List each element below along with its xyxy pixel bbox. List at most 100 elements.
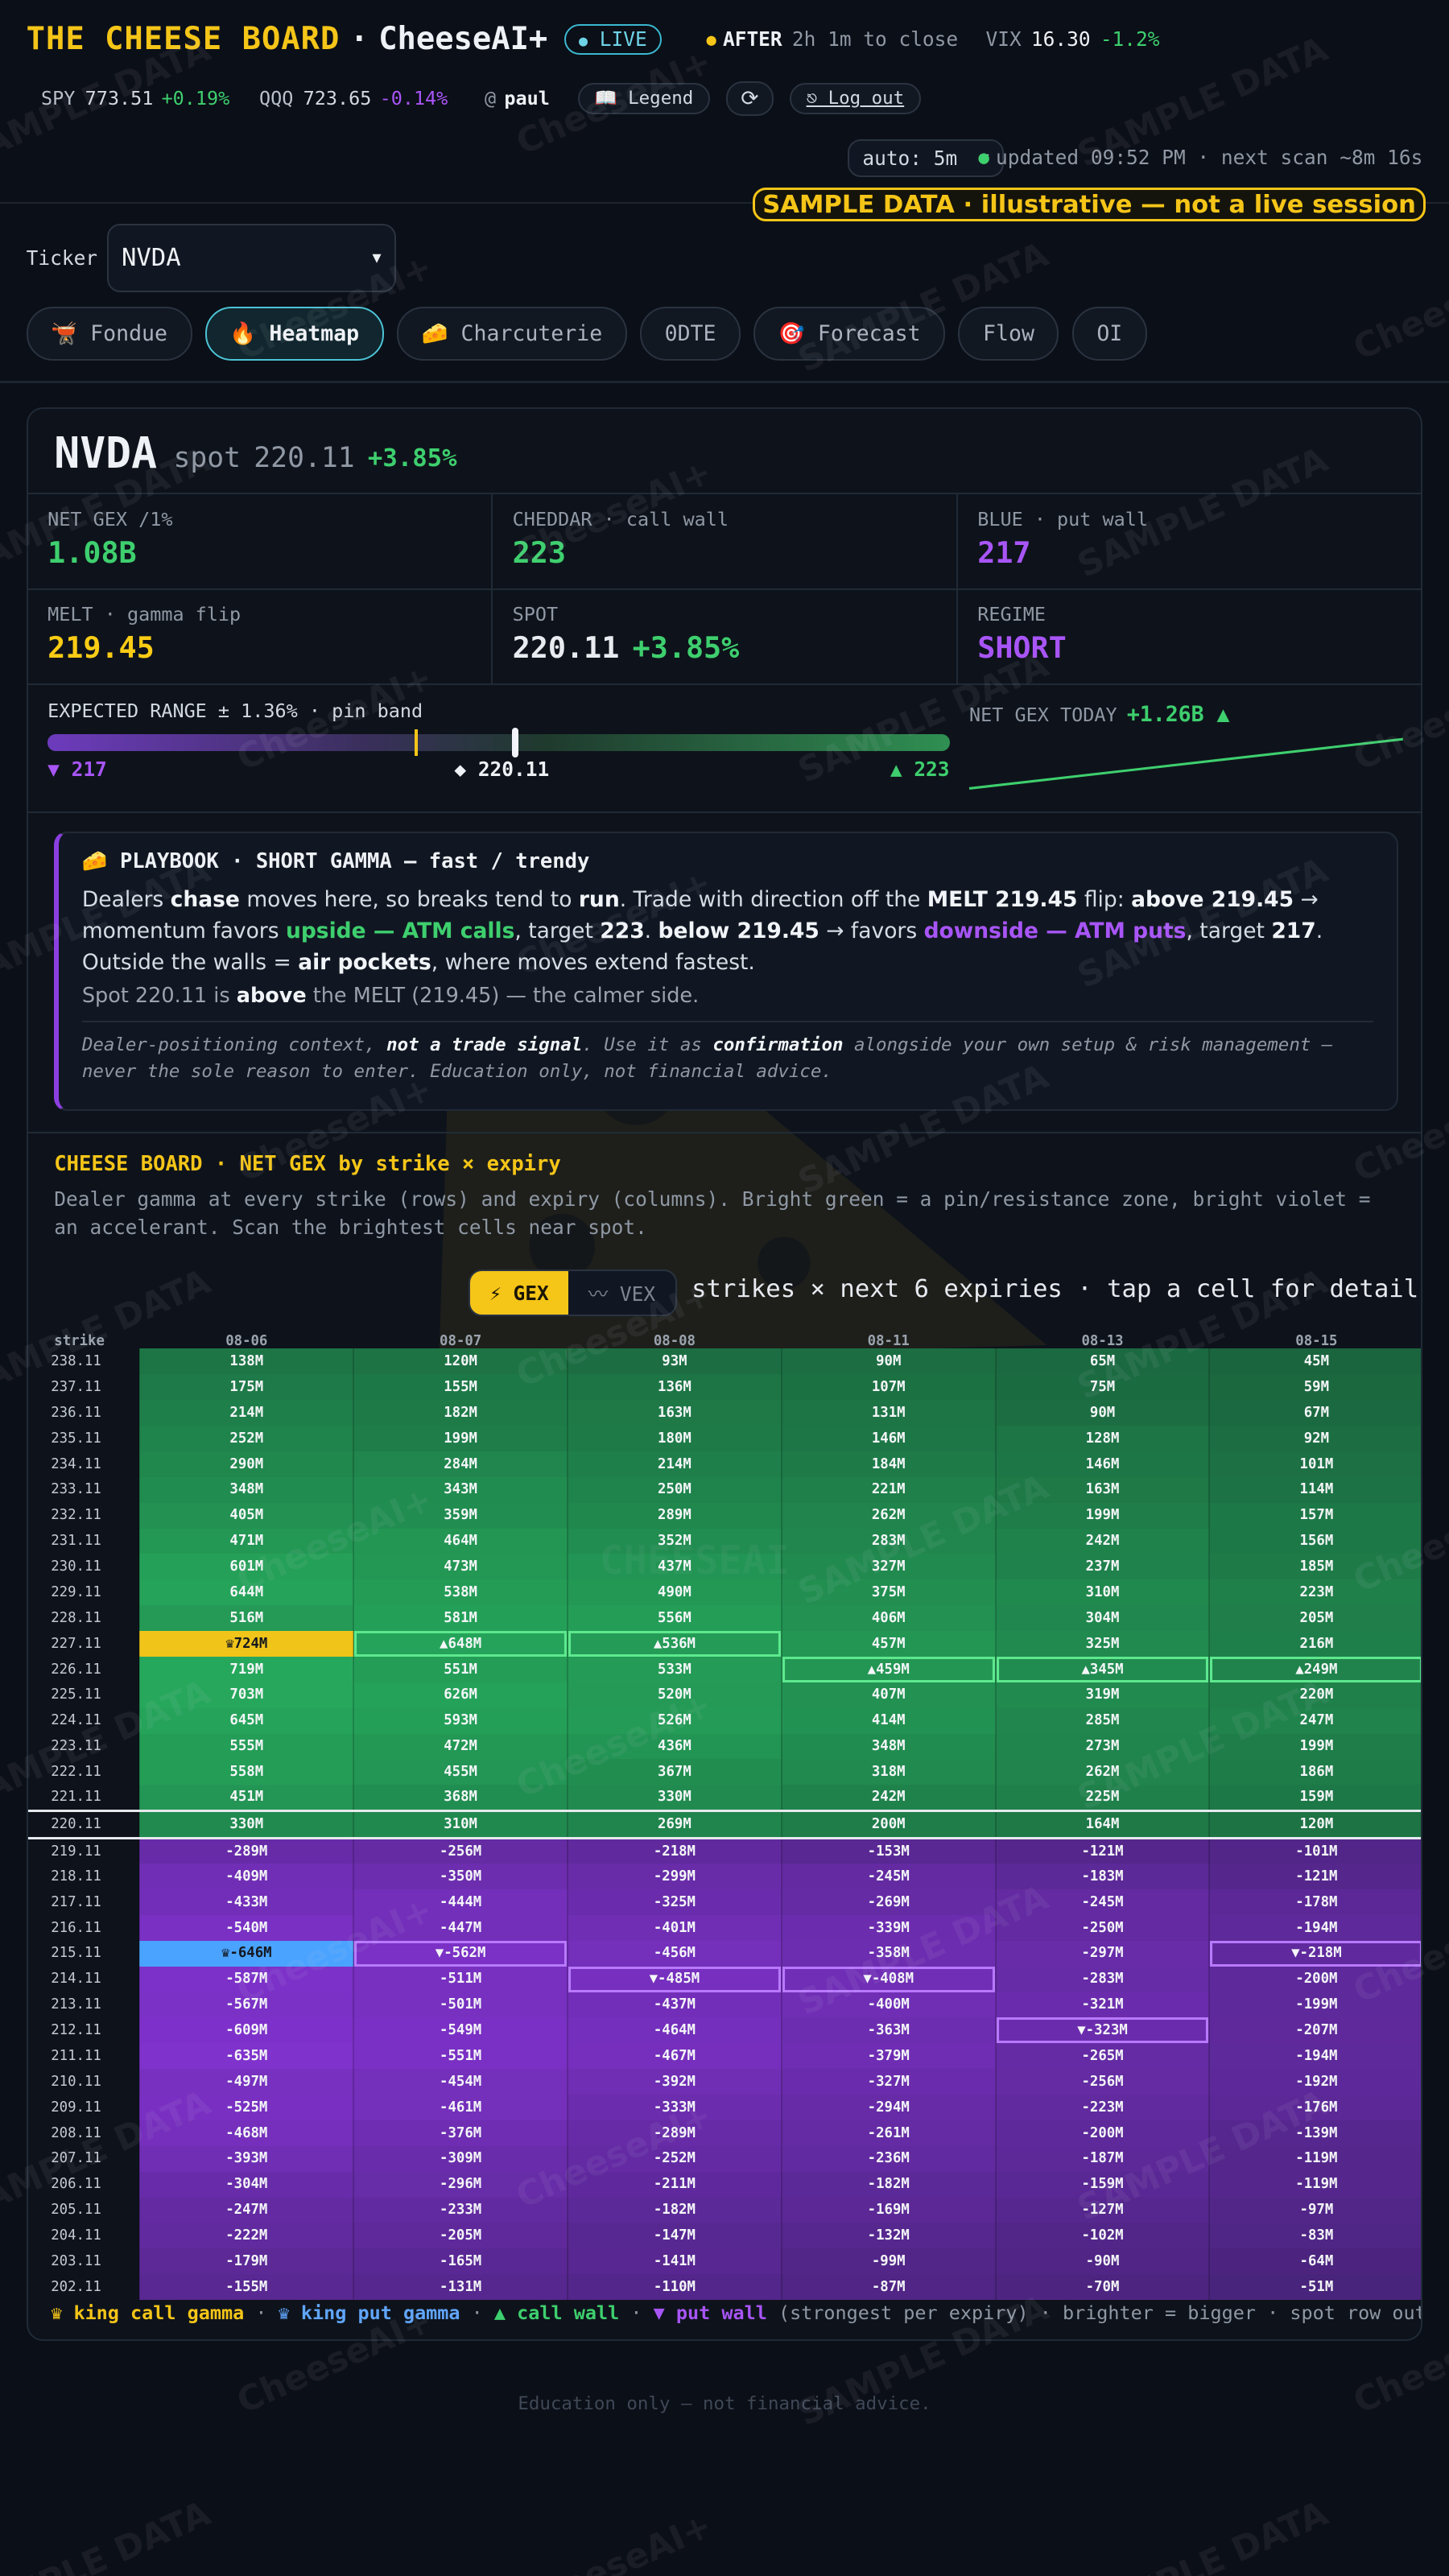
gex-cell[interactable]: 90M [781,1348,997,1375]
tab[interactable]: 🫕 Fondue [26,306,192,361]
gex-cell[interactable]: ▲459M [781,1656,997,1682]
gex-cell[interactable]: 92M [1209,1426,1422,1451]
gex-cell[interactable]: -392M [568,2069,782,2095]
gex-cell[interactable]: 200M [781,1809,997,1839]
gex-cell[interactable]: -182M [568,2197,782,2223]
gex-cell[interactable]: 120M [353,1348,569,1375]
gex-cell[interactable]: -256M [353,1838,569,1864]
gex-cell[interactable]: 59M [1209,1374,1422,1401]
gex-cell[interactable]: -256M [995,2069,1211,2095]
gex-cell[interactable]: -363M [781,2017,997,2044]
gex-cell[interactable]: 304M [995,1605,1211,1632]
gex-cell[interactable]: -153M [781,1838,997,1864]
gex-cell[interactable]: -155M [139,2274,355,2301]
gex-cell[interactable]: -64M [1209,2248,1422,2275]
gex-cell[interactable]: -200M [1209,1966,1422,1992]
gex-cell[interactable]: 359M [353,1502,569,1529]
gex-cell[interactable]: 93M [568,1348,782,1375]
gex-cell[interactable]: 247M [1209,1707,1422,1734]
gex-cell[interactable]: -437M [568,1992,782,2018]
gex-cell[interactable]: 330M [568,1785,782,1811]
gex-cell[interactable]: -131M [353,2274,569,2301]
gex-cell[interactable]: 457M [781,1631,997,1657]
gex-cell[interactable]: 67M [1209,1400,1422,1426]
gex-cell[interactable]: 146M [995,1451,1211,1477]
gex-cell[interactable]: 472M [353,1733,569,1760]
gex-cell[interactable]: 250M [568,1476,782,1503]
gex-cell[interactable]: ♛-646M [139,1940,355,1967]
gex-cell[interactable]: 310M [995,1579,1211,1606]
gex-cell[interactable]: -327M [781,2069,997,2095]
gex-cell[interactable]: 45M [1209,1348,1422,1375]
gex-cell[interactable]: -102M [995,2223,1211,2249]
gex-cell[interactable]: -83M [1209,2223,1422,2249]
gex-cell[interactable]: ▼-485M [568,1966,782,1992]
gex-cell[interactable]: 533M [568,1656,782,1682]
gex-cell[interactable]: 437M [568,1554,782,1580]
gex-cell[interactable]: 526M [568,1707,782,1734]
gex-cell[interactable]: 101M [1209,1451,1422,1477]
gex-cell[interactable]: 199M [1209,1733,1422,1760]
gex-cell[interactable]: -236M [781,2145,997,2172]
tab[interactable]: Flow [958,306,1059,361]
refresh-select[interactable]: auto: 5m ▼ [848,139,1004,178]
gex-cell[interactable]: -159M [995,2171,1211,2198]
gex-cell[interactable]: 175M [139,1374,355,1401]
gex-cell[interactable]: -119M [1209,2171,1422,2198]
gex-cell[interactable]: -132M [781,2223,997,2249]
gex-cell[interactable]: 199M [353,1426,569,1451]
gex-cell[interactable]: -211M [568,2171,782,2198]
gex-cell[interactable]: -296M [353,2171,569,2198]
gex-cell[interactable]: -333M [568,2095,782,2120]
gex-cell[interactable]: -409M [139,1864,355,1890]
gex-cell[interactable]: 199M [995,1502,1211,1529]
gex-cell[interactable]: ▼-218M [1209,1940,1422,1967]
gex-cell[interactable]: 214M [139,1400,355,1426]
gex-cell[interactable]: 318M [781,1759,997,1785]
gex-cell[interactable]: 290M [139,1451,355,1477]
gex-cell[interactable]: -121M [995,1838,1211,1864]
gex-cell[interactable]: -233M [353,2197,569,2223]
tab[interactable]: OI [1071,306,1147,361]
gex-cell[interactable]: 464M [353,1528,569,1554]
gex-cell[interactable]: 107M [781,1374,997,1401]
gex-cell[interactable]: 90M [995,1400,1211,1426]
gex-cell[interactable]: -433M [139,1889,355,1915]
gex-cell[interactable]: -567M [139,1992,355,2018]
gex-cell[interactable]: -401M [568,1914,782,1941]
gex-cell[interactable]: 343M [353,1476,569,1503]
gex-cell[interactable]: -97M [1209,2197,1422,2223]
gex-cell[interactable]: 75M [995,1374,1211,1401]
gex-cell[interactable]: -139M [1209,2120,1422,2146]
gex-cell[interactable]: -321M [995,1992,1211,2018]
gex-cell[interactable]: 262M [781,1502,997,1529]
gex-cell[interactable]: -90M [995,2248,1211,2275]
gex-cell[interactable]: -51M [1209,2274,1422,2301]
gex-cell[interactable]: 555M [139,1733,355,1760]
gex-cell[interactable]: ♛724M [139,1631,355,1657]
gex-cell[interactable]: 375M [781,1579,997,1606]
gex-cell[interactable]: -464M [568,2017,782,2044]
gex-cell[interactable]: 182M [353,1400,569,1426]
gex-cell[interactable]: -141M [568,2248,782,2275]
gex-cell[interactable]: 407M [781,1682,997,1708]
gex-cell[interactable]: -294M [781,2095,997,2120]
gex-cell[interactable]: 626M [353,1682,569,1708]
gex-cell[interactable]: -297M [995,1940,1211,1967]
gex-cell[interactable]: 558M [139,1759,355,1785]
gex-cell[interactable]: -456M [568,1940,782,1967]
gex-cell[interactable]: -183M [995,1864,1211,1890]
gex-cell[interactable]: -194M [1209,1914,1422,1941]
gex-cell[interactable]: -265M [995,2043,1211,2070]
gex-cell[interactable]: 719M [139,1656,355,1682]
gex-cell[interactable]: -178M [1209,1889,1422,1915]
logout-button[interactable]: ⎋ Log out [790,83,921,114]
gex-cell[interactable]: -223M [995,2095,1211,2120]
gex-cell[interactable]: 516M [139,1605,355,1632]
gex-cell[interactable]: 128M [995,1426,1211,1451]
gex-cell[interactable]: -182M [781,2171,997,2198]
gex-cell[interactable]: 473M [353,1554,569,1580]
gex-cell[interactable]: 138M [139,1348,355,1375]
gex-cell[interactable]: 156M [1209,1528,1422,1554]
gex-cell[interactable]: 348M [139,1476,355,1503]
